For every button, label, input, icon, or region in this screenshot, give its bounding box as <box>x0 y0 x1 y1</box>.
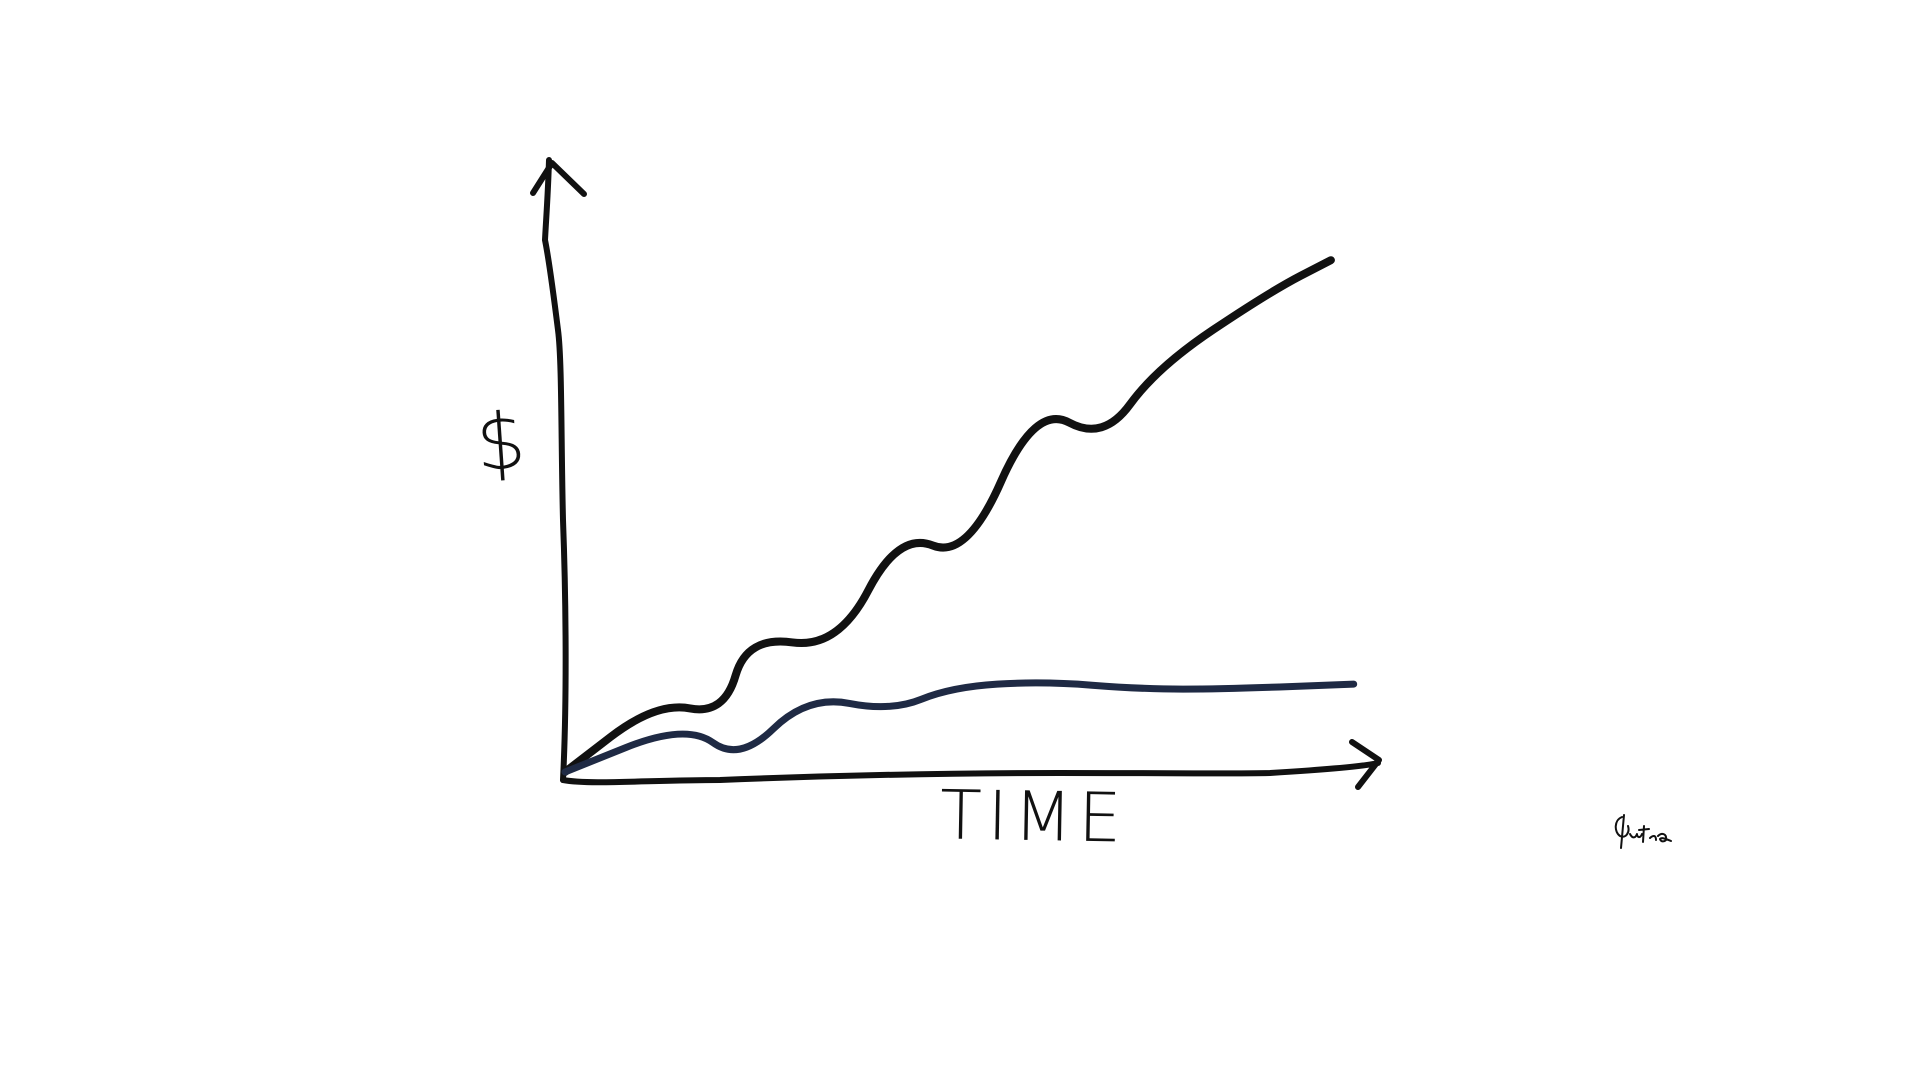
y-axis <box>542 157 569 783</box>
series-2-point-7 <box>1042 681 1043 682</box>
series-1-point-12 <box>1330 260 1331 261</box>
series-2-point-9 <box>1224 689 1225 690</box>
signature-mark <box>1614 814 1672 849</box>
y-axis-arrowhead <box>530 160 587 197</box>
series-1-point-10 <box>1156 367 1157 368</box>
series-1-point-7 <box>966 559 967 560</box>
series-1-point-8 <box>1035 404 1036 405</box>
x-axis-arrowhead <box>1349 739 1382 790</box>
series-1-point-2 <box>656 702 657 703</box>
series-2-point-8 <box>1141 689 1142 690</box>
series-1-point-11 <box>1270 291 1271 292</box>
x-axis <box>560 760 1381 786</box>
series-1-point-5 <box>838 648 839 649</box>
series-2-point-6 <box>951 686 952 687</box>
series-2-point-2 <box>686 723 687 724</box>
series-1-point-6 <box>898 531 899 532</box>
series-2-point-5 <box>891 711 892 712</box>
series-1-point-3 <box>724 714 725 715</box>
series-1-point-4 <box>747 635 748 636</box>
series-2-point-10 <box>1353 684 1354 685</box>
series-2-point-3 <box>739 761 740 762</box>
series-line-2 <box>561 679 1358 776</box>
series-2-point-1 <box>565 772 566 773</box>
series-line-1 <box>561 256 1335 776</box>
x-axis-label: TIME <box>939 776 1128 859</box>
series-1-point-9 <box>1103 441 1104 442</box>
series-2-point-4 <box>807 695 808 696</box>
series-layer <box>561 256 1358 776</box>
y-axis-label: $ <box>472 396 529 490</box>
chart-axes <box>530 157 1382 790</box>
